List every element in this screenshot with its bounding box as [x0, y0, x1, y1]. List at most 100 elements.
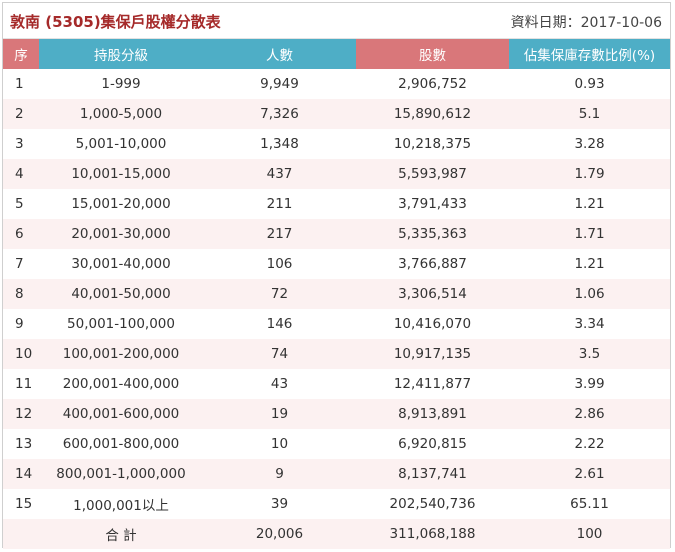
panel-header: 敦南 (5305)集保戶股權分散表 資料日期：2017-10-06	[3, 3, 670, 39]
row-index: 8	[3, 279, 39, 309]
table-row: 12 400,001-600,000 19 8,913,891 2.86	[3, 399, 670, 429]
table-row: 2 1,000-5,000 7,326 15,890,612 5.1	[3, 99, 670, 129]
row-shares: 3,766,887	[356, 249, 509, 279]
table-row: 9 50,001-100,000 146 10,416,070 3.34	[3, 309, 670, 339]
row-level: 40,001-50,000	[39, 279, 203, 309]
row-shares: 6,920,815	[356, 429, 509, 459]
row-percent: 65.11	[509, 489, 670, 519]
row-shares: 2,906,752	[356, 69, 509, 99]
row-shares: 12,411,877	[356, 369, 509, 399]
row-level: 50,001-100,000	[39, 309, 203, 339]
table-row: 10 100,001-200,000 74 10,917,135 3.5	[3, 339, 670, 369]
row-people: 437	[203, 159, 356, 189]
row-index: 4	[3, 159, 39, 189]
row-shares: 202,540,736	[356, 489, 509, 519]
row-index: 13	[3, 429, 39, 459]
row-percent: 1.21	[509, 249, 670, 279]
row-people: 10	[203, 429, 356, 459]
table-row: 8 40,001-50,000 72 3,306,514 1.06	[3, 279, 670, 309]
row-level: 15,001-20,000	[39, 189, 203, 219]
row-percent: 3.34	[509, 309, 670, 339]
row-level: 20,001-30,000	[39, 219, 203, 249]
table-row: 5 15,001-20,000 211 3,791,433 1.21	[3, 189, 670, 219]
row-percent: 2.86	[509, 399, 670, 429]
row-people: 43	[203, 369, 356, 399]
column-header-level: 持股分級	[39, 39, 203, 69]
table-row: 7 30,001-40,000 106 3,766,887 1.21	[3, 249, 670, 279]
row-level: 600,001-800,000	[39, 429, 203, 459]
row-index: 1	[3, 69, 39, 99]
row-shares: 10,218,375	[356, 129, 509, 159]
row-people: 72	[203, 279, 356, 309]
row-index: 10	[3, 339, 39, 369]
row-percent: 5.1	[509, 99, 670, 129]
data-date: 資料日期：2017-10-06	[510, 15, 662, 31]
page-title: 敦南 (5305)集保戶股權分散表	[10, 13, 221, 31]
row-shares: 3,306,514	[356, 279, 509, 309]
row-level: 30,001-40,000	[39, 249, 203, 279]
row-shares: 5,593,987	[356, 159, 509, 189]
column-header-shares: 股數	[356, 39, 509, 69]
row-level: 1,000-5,000	[39, 99, 203, 129]
row-index: 5	[3, 189, 39, 219]
row-index: 3	[3, 129, 39, 159]
total-people: 20,006	[203, 519, 356, 549]
row-shares: 10,917,135	[356, 339, 509, 369]
row-percent: 1.21	[509, 189, 670, 219]
shareholding-table: 序 持股分級 人數 股數 佔集保庫存數比例(%) 1 1-999 9,949 2,90…	[3, 39, 670, 549]
row-people: 146	[203, 309, 356, 339]
table-row: 4 10,001-15,000 437 5,593,987 1.79	[3, 159, 670, 189]
row-shares: 10,416,070	[356, 309, 509, 339]
table-row: 13 600,001-800,000 10 6,920,815 2.22	[3, 429, 670, 459]
row-people: 9,949	[203, 69, 356, 99]
row-people: 106	[203, 249, 356, 279]
row-percent: 2.61	[509, 459, 670, 489]
row-index: 15	[3, 489, 39, 519]
total-percent: 100	[509, 519, 670, 549]
row-percent: 0.93	[509, 69, 670, 99]
total-label: 合 計	[39, 519, 203, 549]
table-row: 3 5,001-10,000 1,348 10,218,375 3.28	[3, 129, 670, 159]
row-level: 1,000,001以上	[39, 489, 203, 519]
row-level: 1-999	[39, 69, 203, 99]
row-people: 1,348	[203, 129, 356, 159]
row-percent: 2.22	[509, 429, 670, 459]
row-shares: 15,890,612	[356, 99, 509, 129]
row-index: 7	[3, 249, 39, 279]
row-index: 9	[3, 309, 39, 339]
row-percent: 1.06	[509, 279, 670, 309]
row-level: 100,001-200,000	[39, 339, 203, 369]
table-row: 6 20,001-30,000 217 5,335,363 1.71	[3, 219, 670, 249]
row-level: 10,001-15,000	[39, 159, 203, 189]
total-shares: 311,068,188	[356, 519, 509, 549]
row-shares: 8,913,891	[356, 399, 509, 429]
row-percent: 3.99	[509, 369, 670, 399]
total-index-empty	[3, 519, 39, 549]
row-people: 39	[203, 489, 356, 519]
table-row: 15 1,000,001以上 39 202,540,736 65.11	[3, 489, 670, 519]
row-level: 200,001-400,000	[39, 369, 203, 399]
row-level: 5,001-10,000	[39, 129, 203, 159]
row-level: 800,001-1,000,000	[39, 459, 203, 489]
row-percent: 3.5	[509, 339, 670, 369]
row-people: 19	[203, 399, 356, 429]
row-percent: 3.28	[509, 129, 670, 159]
column-header-index: 序	[3, 39, 39, 69]
row-shares: 3,791,433	[356, 189, 509, 219]
row-shares: 5,335,363	[356, 219, 509, 249]
row-index: 6	[3, 219, 39, 249]
row-people: 211	[203, 189, 356, 219]
table-row: 11 200,001-400,000 43 12,411,877 3.99	[3, 369, 670, 399]
table-row: 1 1-999 9,949 2,906,752 0.93	[3, 69, 670, 99]
column-header-people: 人數	[203, 39, 356, 69]
column-header-percent: 佔集保庫存數比例(%)	[509, 39, 670, 69]
row-index: 2	[3, 99, 39, 129]
row-people: 74	[203, 339, 356, 369]
row-index: 11	[3, 369, 39, 399]
row-index: 12	[3, 399, 39, 429]
row-people: 217	[203, 219, 356, 249]
row-percent: 1.71	[509, 219, 670, 249]
row-shares: 8,137,741	[356, 459, 509, 489]
row-people: 9	[203, 459, 356, 489]
